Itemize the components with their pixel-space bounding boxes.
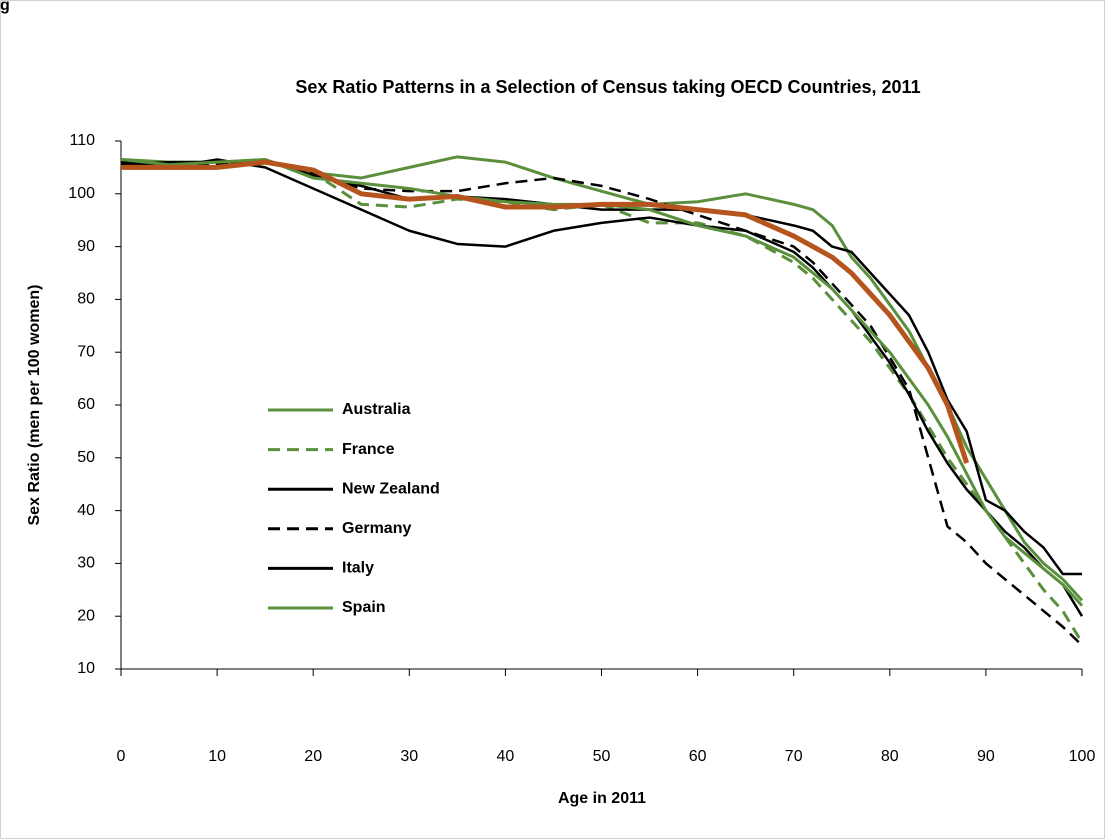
x-tick-label: 70 xyxy=(785,748,803,765)
y-tick-label: 60 xyxy=(77,396,95,413)
x-tick-label: 100 xyxy=(1069,748,1096,765)
legend-label: Germany xyxy=(342,520,411,537)
chart-title: Sex Ratio Patterns in a Selection of Cen… xyxy=(295,77,920,97)
legend-label: Australia xyxy=(342,401,411,418)
series-line xyxy=(121,159,970,464)
series-line xyxy=(121,160,1083,647)
x-tick-label: 80 xyxy=(881,748,899,765)
x-axis-label: Age in 2011 xyxy=(558,790,646,807)
y-tick-label: 30 xyxy=(77,555,95,572)
x-tick-label: 60 xyxy=(689,748,707,765)
legend-label: New Zealand xyxy=(342,480,440,497)
y-tick-label: 10 xyxy=(77,660,95,677)
x-tick-label: 40 xyxy=(497,748,515,765)
legend-label: Italy xyxy=(342,560,374,577)
x-tick-label: 0 xyxy=(117,748,126,765)
y-tick-label: 40 xyxy=(77,502,95,519)
x-tick-label: 90 xyxy=(977,748,995,765)
y-tick-label: 70 xyxy=(77,343,95,360)
y-tick-label: 20 xyxy=(77,607,95,624)
y-tick-label: 50 xyxy=(77,449,95,466)
y-tick-label: 110 xyxy=(69,132,95,149)
y-tick-label: 80 xyxy=(77,291,95,308)
y-tick-label: 90 xyxy=(77,238,95,255)
y-tick-label: 100 xyxy=(68,185,95,202)
corner-text: g xyxy=(0,0,10,14)
series-line xyxy=(120,157,1084,607)
plot-area: 10 20 30 40 50 60 70 80 90 100 110 0 10 20 30 40 50 60 70 8… xyxy=(68,132,1095,765)
legend-label: France xyxy=(342,441,395,458)
x-tick-label: 10 xyxy=(208,748,226,765)
series-line xyxy=(120,158,1082,576)
x-tick-label: 30 xyxy=(400,748,418,765)
legend-label: Spain xyxy=(342,599,386,616)
x-tick-label: 50 xyxy=(593,748,611,765)
x-tick-label: 20 xyxy=(304,748,322,765)
series-line xyxy=(120,155,1084,602)
y-axis-label: Sex Ratio (men per 100 women) xyxy=(26,285,43,526)
